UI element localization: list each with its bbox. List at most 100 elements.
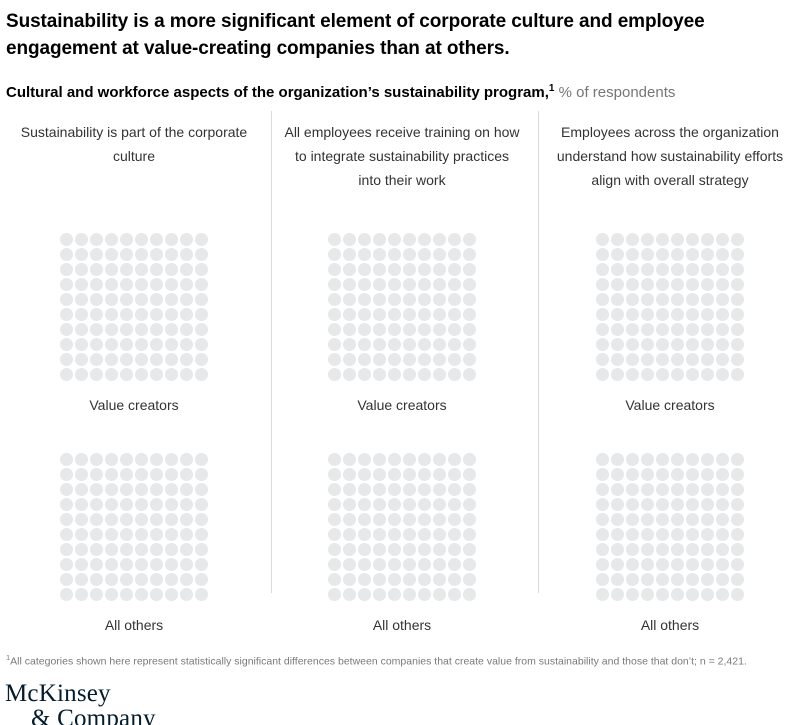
group-label-all-others: All others (104, 617, 164, 633)
waffle-dot (656, 528, 669, 541)
waffle-dot (358, 293, 371, 306)
waffle-dot (388, 558, 401, 571)
waffle-grid (60, 453, 208, 601)
waffle-dot (90, 308, 103, 321)
waffle-dot (180, 588, 193, 601)
waffle-dot (150, 483, 163, 496)
waffle-dot (90, 293, 103, 306)
waffle-dot (671, 353, 684, 366)
waffle-dot (611, 353, 624, 366)
waffle-dot (596, 483, 609, 496)
waffle-dot (731, 468, 744, 481)
waffle-dot (343, 588, 356, 601)
waffle-dot (180, 573, 193, 586)
waffle-dot (150, 498, 163, 511)
waffle-dot (611, 368, 624, 381)
waffle-dot (701, 543, 714, 556)
waffle-dot (701, 323, 714, 336)
waffle-dot (165, 293, 178, 306)
waffle-dot (611, 338, 624, 351)
waffle-dot (716, 468, 729, 481)
waffle-dot (328, 498, 341, 511)
waffle-dot (343, 453, 356, 466)
waffle-dot (626, 263, 639, 276)
waffle-dot (611, 543, 624, 556)
waffle-dot (641, 323, 654, 336)
waffle-dot (731, 278, 744, 291)
waffle-dot (701, 293, 714, 306)
waffle-dot (418, 353, 431, 366)
waffle-dot (75, 233, 88, 246)
waffle-dot (433, 498, 446, 511)
waffle-dot (120, 278, 133, 291)
waffle-dot (731, 573, 744, 586)
waffle-dot (343, 558, 356, 571)
waffle-dot (463, 263, 476, 276)
waffle-dot (150, 233, 163, 246)
waffle-dot (448, 498, 461, 511)
waffle-dot (686, 233, 699, 246)
waffle-dot (611, 323, 624, 336)
waffle-dot (343, 308, 356, 321)
waffle-dot (388, 573, 401, 586)
waffle-dot (373, 293, 386, 306)
waffle-dot (343, 233, 356, 246)
waffle-dot (716, 293, 729, 306)
waffle-dot (373, 233, 386, 246)
waffle-dot (343, 353, 356, 366)
waffle-dot (731, 353, 744, 366)
waffle-dot (656, 278, 669, 291)
group-label-value-creators: Value creators (357, 397, 447, 413)
waffle-dot (358, 558, 371, 571)
waffle-dot (418, 528, 431, 541)
waffle-dot (388, 278, 401, 291)
waffle-dot (418, 498, 431, 511)
waffle-dot (343, 293, 356, 306)
waffle-dot (358, 528, 371, 541)
waffle-dot (120, 233, 133, 246)
waffle-dot (641, 573, 654, 586)
waffle-dot (641, 588, 654, 601)
waffle-dot (626, 248, 639, 261)
waffle-dot (731, 293, 744, 306)
waffle-dot (150, 293, 163, 306)
waffle-dot (75, 573, 88, 586)
waffle-dot (358, 483, 371, 496)
waffle-dot (105, 528, 118, 541)
waffle-dot (60, 513, 73, 526)
waffle-dot (120, 543, 133, 556)
waffle-dot (105, 543, 118, 556)
waffle-dot (731, 513, 744, 526)
waffle-dot (195, 353, 208, 366)
waffle-dot (701, 338, 714, 351)
waffle-dot (626, 543, 639, 556)
waffle-dot (463, 323, 476, 336)
waffle-dot (75, 248, 88, 261)
waffle-dot (641, 468, 654, 481)
waffle-dot (596, 233, 609, 246)
waffle-dot (135, 338, 148, 351)
waffle-dot (463, 248, 476, 261)
waffle-dot (656, 468, 669, 481)
waffle-dot (656, 263, 669, 276)
waffle-dot (135, 558, 148, 571)
waffle-dot (686, 353, 699, 366)
waffle-dot (641, 513, 654, 526)
waffle-dot (90, 498, 103, 511)
waffle-dot (403, 468, 416, 481)
waffle-dot (418, 278, 431, 291)
waffle-dot (433, 278, 446, 291)
waffle-dot (120, 353, 133, 366)
waffle-dot (60, 453, 73, 466)
waffle-dot (165, 353, 178, 366)
waffle-dot (358, 368, 371, 381)
waffle-dot (135, 323, 148, 336)
waffle-dot (135, 483, 148, 496)
waffle-dot (105, 293, 118, 306)
waffle-dot (343, 248, 356, 261)
waffle-dot (686, 543, 699, 556)
waffle-dot (403, 558, 416, 571)
waffle-dot (328, 293, 341, 306)
waffle-dot (403, 588, 416, 601)
waffle-dot (90, 528, 103, 541)
